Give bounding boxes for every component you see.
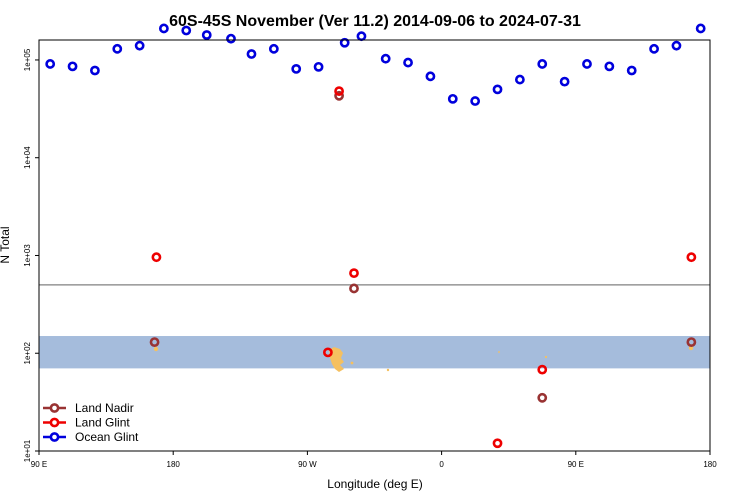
- x-axis-label: Longitude (deg E): [327, 477, 422, 491]
- legend-marker-land-nadir: [49, 403, 60, 413]
- point-land-glint: [349, 268, 359, 279]
- point-ocean-glint: [626, 65, 637, 76]
- point-ocean-glint: [649, 43, 659, 54]
- x-tick-label: 180: [167, 460, 181, 469]
- point-land-nadir: [537, 392, 548, 403]
- y-tick-label: 1e+05: [23, 48, 32, 71]
- land-shapes: [153, 345, 694, 372]
- point-land-nadir: [349, 283, 359, 294]
- point-ocean-glint: [201, 30, 212, 40]
- point-ocean-glint: [671, 40, 682, 51]
- land-shape-island: [386, 368, 390, 372]
- point-ocean-glint: [403, 57, 413, 68]
- point-ocean-glint: [246, 49, 257, 59]
- point-ocean-glint: [380, 53, 391, 64]
- point-ocean-glint: [313, 61, 324, 72]
- point-land-nadir: [334, 90, 344, 101]
- point-ocean-glint: [356, 31, 367, 42]
- point-ocean-glint: [695, 23, 706, 34]
- legend-label-ocean-glint: Ocean Glint: [75, 430, 139, 444]
- point-ocean-glint: [90, 65, 100, 76]
- point-ocean-glint: [339, 37, 350, 48]
- land-shape-island: [544, 355, 548, 359]
- point-ocean-glint: [158, 23, 169, 34]
- x-tick-label: 90 W: [298, 460, 317, 469]
- point-land-glint: [334, 86, 344, 97]
- point-ocean-glint: [447, 93, 458, 104]
- point-ocean-glint: [181, 25, 192, 36]
- point-ocean-glint: [134, 40, 145, 51]
- point-ocean-glint: [492, 84, 503, 95]
- point-ocean-glint: [604, 61, 615, 72]
- x-tick-label: 90 E: [31, 460, 47, 469]
- point-ocean-glint: [537, 59, 548, 69]
- plot-frame: [38, 39, 711, 452]
- chart-title: 60S-45S November (Ver 11.2) 2014-09-06 t…: [169, 13, 581, 30]
- x-axis: 90 E 180 90 W 0 90 E 180: [31, 451, 717, 469]
- x-tick-label: 180: [703, 460, 717, 469]
- point-land-glint: [151, 252, 162, 263]
- shaded-band: [39, 336, 710, 369]
- legend-label-land-nadir: Land Nadir: [75, 401, 134, 415]
- point-ocean-glint: [226, 33, 236, 44]
- point-ocean-glint: [582, 59, 592, 69]
- point-ocean-glint: [112, 43, 123, 54]
- point-ocean-glint: [67, 61, 78, 72]
- y-tick-label: 1e+04: [23, 146, 32, 169]
- point-ocean-glint: [45, 59, 56, 69]
- data-points: [45, 23, 706, 449]
- y-axis: 1e+01 1e+02 1e+03 1e+04 1e+05: [23, 48, 39, 462]
- point-land-glint: [537, 364, 548, 375]
- point-land-glint: [323, 347, 333, 358]
- land-shape-island: [153, 346, 159, 352]
- point-land-glint: [492, 438, 503, 449]
- point-ocean-glint: [470, 96, 481, 106]
- y-tick-label: 1e+03: [23, 244, 32, 267]
- point-ocean-glint: [514, 74, 525, 85]
- point-ocean-glint: [559, 76, 570, 87]
- y-tick-label: 1e+01: [23, 439, 32, 462]
- point-land-glint: [686, 252, 697, 263]
- legend-marker-land-glint: [49, 417, 60, 428]
- plot-area: [38, 23, 711, 452]
- point-ocean-glint: [268, 43, 279, 54]
- legend-marker-ocean-glint: [49, 432, 60, 442]
- point-land-nadir: [149, 337, 160, 347]
- y-tick-label: 1e+02: [23, 341, 32, 364]
- legend-label-land-glint: Land Glint: [75, 416, 130, 430]
- x-tick-label: 90 E: [568, 460, 584, 469]
- point-ocean-glint: [425, 71, 436, 82]
- land-shape-south-america: [329, 347, 344, 372]
- x-tick-label: 0: [439, 460, 444, 469]
- point-land-nadir: [686, 337, 697, 347]
- point-ocean-glint: [291, 64, 302, 74]
- y-axis-label: N Total: [0, 226, 12, 263]
- land-shape-island: [350, 361, 354, 365]
- land-shape-island: [498, 351, 500, 353]
